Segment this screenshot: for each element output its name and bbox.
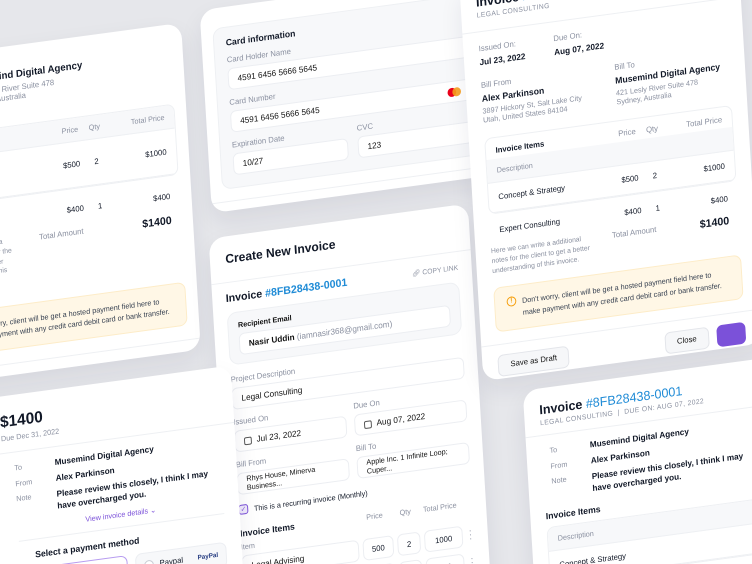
- payment-card-top: Card information Card Holder Name 4591 6…: [199, 0, 500, 214]
- item-total-input[interactable]: 1000: [423, 525, 464, 553]
- pay-invoice-card: $1400 Due Dec 31, 2022 To Musemind Digita…: [0, 365, 250, 564]
- cell-price: $400: [624, 206, 642, 218]
- cell-total: $1000: [144, 147, 167, 160]
- warning-text: Don't worry, client will be get a hosted…: [0, 297, 170, 343]
- to-label: To: [549, 444, 558, 455]
- notes-text: Here we can write a additional notes for…: [0, 238, 12, 283]
- col-qty: Qty: [88, 121, 101, 133]
- note-label: Note: [16, 492, 32, 504]
- col-qty: Qty: [399, 506, 412, 517]
- chevron-down-icon: ⌄: [149, 505, 157, 515]
- more-options-icon[interactable]: ···: [468, 525, 473, 545]
- cell-qty: 1: [655, 203, 661, 214]
- cell-total: $400: [710, 194, 729, 206]
- invoice-label: Invoice: [538, 396, 583, 418]
- create-invoice-card: Create New Invoice Invoice #8FB28438-000…: [208, 203, 493, 564]
- from-label: From: [550, 459, 568, 471]
- cell-qty: 2: [94, 156, 99, 167]
- cell-total: $1000: [703, 161, 726, 174]
- invoice-label: Invoice: [225, 288, 263, 306]
- note-label: Note: [551, 474, 567, 486]
- item-qty-input[interactable]: 1: [398, 559, 423, 564]
- invoice-preview-right: Invoice #8FB28438-0001 LEGAL CONSULTING …: [459, 0, 752, 382]
- warning-icon: !: [506, 296, 517, 308]
- save-draft-button[interactable]: Save as Draft: [497, 345, 571, 377]
- close-button[interactable]: Close: [663, 326, 710, 355]
- close-button[interactable]: Close: [372, 186, 419, 214]
- invoice-preview-left: Musemind Digital Agency 421 Lesly River …: [0, 22, 201, 383]
- card-number-value: 4591 6456 5666 5645: [239, 104, 320, 126]
- total-value: $1400: [141, 214, 173, 231]
- from-label: From: [15, 476, 33, 488]
- mastercard-icon: [447, 86, 461, 97]
- save-draft-button[interactable]: Save as Draft: [0, 376, 15, 383]
- col-total: Total Price: [422, 500, 457, 514]
- col-price: Price: [617, 126, 636, 139]
- calendar-icon: [363, 420, 373, 430]
- invoice-mini-card: Invoice #8FB28438-0001 LEGAL CONSULTING …: [522, 356, 752, 564]
- calendar-icon: [243, 436, 253, 446]
- col-price: Price: [365, 510, 383, 522]
- paypal-logo-icon: PayPal: [197, 552, 219, 562]
- cell-desc: Expert Consulting: [499, 217, 561, 235]
- to-label: To: [14, 462, 23, 473]
- from-value: Alex Parkinson: [55, 465, 115, 483]
- col-desc: Description: [557, 528, 595, 543]
- col-price: Price: [61, 124, 79, 136]
- col-total: Total Price: [130, 112, 165, 127]
- invoice-id: #8FB28438-0001: [264, 276, 348, 300]
- radio-unselected: [143, 559, 155, 564]
- cell-desc: Concept & Strategy: [559, 551, 627, 564]
- col-qty: Qty: [645, 123, 659, 135]
- due-value: Aug 07, 2022: [553, 40, 605, 58]
- item-total-input[interactable]: 400: [425, 553, 466, 564]
- item-price-input[interactable]: 500: [362, 535, 395, 562]
- card-info-panel: Card information Card Holder Name 4591 6…: [212, 0, 488, 190]
- item-qty-input[interactable]: 2: [396, 531, 422, 557]
- warning-text: Don't worry, client will be get a hosted…: [521, 270, 722, 317]
- from-value: Alex Parkinson: [590, 447, 651, 466]
- total-label: Total Amount: [38, 226, 84, 242]
- cell-qty: 2: [652, 170, 658, 181]
- copy-link-button[interactable]: 🔗︎ COPY LINK: [411, 264, 459, 278]
- paypal-option[interactable]: Paypal PayPal: [134, 541, 228, 564]
- cell-desc: Concept & Strategy: [498, 183, 566, 202]
- more-options-icon[interactable]: ···: [469, 553, 475, 564]
- cell-price: $500: [621, 173, 639, 185]
- send-button[interactable]: [716, 321, 747, 348]
- issued-value: Jul 23, 2022: [479, 51, 526, 68]
- link-icon: 🔗︎: [411, 269, 421, 278]
- cell-price: $500: [62, 159, 81, 171]
- check-icon: ✓: [238, 503, 249, 516]
